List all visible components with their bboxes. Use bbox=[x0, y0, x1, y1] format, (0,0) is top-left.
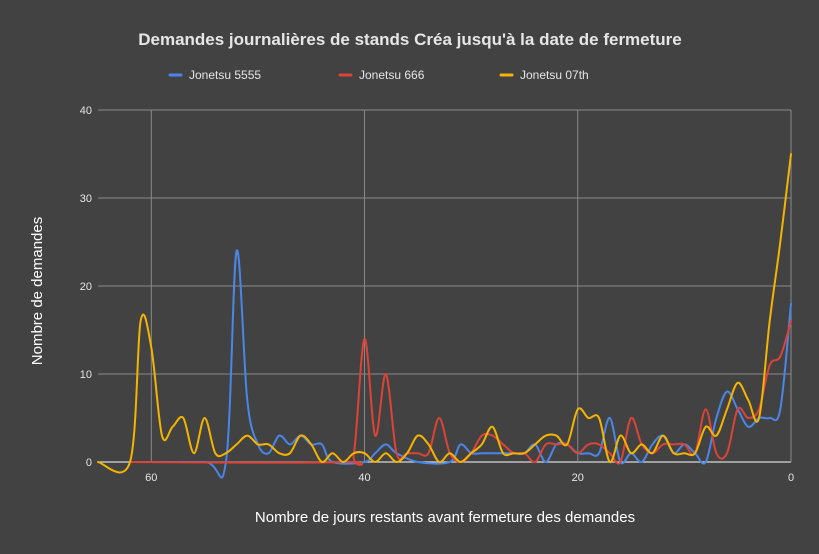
x-tick-label: 40 bbox=[358, 472, 370, 484]
y-axis-title: Nombre de demandes bbox=[29, 217, 46, 365]
legend-label-jonetsu-5555: Jonetsu 5555 bbox=[189, 68, 261, 82]
series-line-jonetsu-666 bbox=[129, 320, 792, 466]
y-tick-label: 20 bbox=[80, 281, 92, 293]
x-tick-label: 0 bbox=[788, 472, 794, 484]
y-tick-label: 0 bbox=[86, 457, 92, 469]
y-tick-label: 30 bbox=[80, 193, 92, 205]
y-tick-label: 40 bbox=[80, 105, 92, 117]
axis-ticks: 0 10 20 30 40 60 40 20 0 bbox=[80, 105, 794, 484]
legend-label-jonetsu-666: Jonetsu 666 bbox=[359, 68, 425, 82]
x-tick-label: 60 bbox=[145, 472, 157, 484]
y-tick-label: 10 bbox=[80, 369, 92, 381]
x-axis-title: Nombre de jours restants avant fermeture… bbox=[255, 509, 635, 526]
legend: Jonetsu 5555 Jonetsu 666 Jonetsu 07th bbox=[168, 68, 589, 82]
grid bbox=[98, 109, 792, 463]
series-line-jonetsu-5555 bbox=[129, 249, 792, 479]
x-tick-label: 20 bbox=[572, 472, 584, 484]
chart-title: Demandes journalières de stands Créa jus… bbox=[138, 30, 682, 49]
legend-label-jonetsu-07th: Jonetsu 07th bbox=[520, 68, 589, 82]
series-group bbox=[97, 153, 792, 479]
series-line-jonetsu-07th bbox=[97, 153, 792, 474]
